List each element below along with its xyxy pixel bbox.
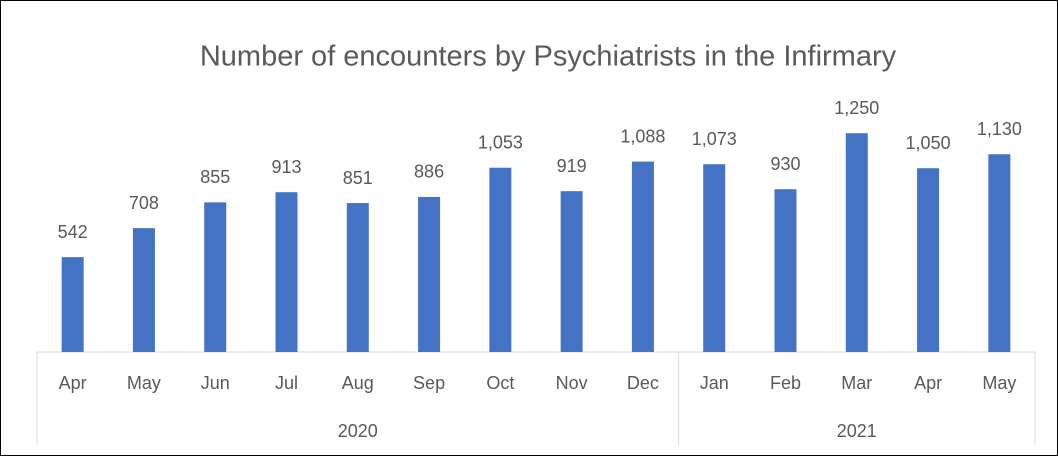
- x-tick-label: May: [127, 373, 161, 393]
- x-tick-label: Jan: [700, 373, 729, 393]
- chart-title: Number of encounters by Psychiatrists in…: [200, 41, 897, 73]
- x-tick-label: Apr: [59, 373, 87, 393]
- data-label: 1,130: [977, 119, 1022, 139]
- bar: [346, 203, 369, 352]
- data-label: 855: [200, 167, 230, 187]
- x-tick-label: Apr: [914, 373, 942, 393]
- bar: [61, 257, 84, 352]
- data-label: 919: [557, 156, 587, 176]
- data-label: 1,073: [692, 129, 737, 149]
- data-label: 1,250: [834, 98, 879, 118]
- x-tick-label: Oct: [486, 373, 514, 393]
- bar: [631, 161, 654, 352]
- data-label: 886: [414, 162, 444, 182]
- bar: [703, 164, 726, 352]
- group-label: 2020: [338, 421, 378, 441]
- data-label: 1,053: [478, 132, 523, 152]
- group-label: 2021: [837, 421, 877, 441]
- data-label: 1,088: [620, 126, 665, 146]
- x-tick-label: Feb: [770, 373, 801, 393]
- bar: [489, 167, 512, 352]
- bar: [560, 191, 583, 352]
- bar: [774, 189, 797, 352]
- bar: [988, 154, 1011, 352]
- x-tick-label: Sep: [413, 373, 445, 393]
- bar: [917, 168, 940, 352]
- data-label: 913: [271, 157, 301, 177]
- data-label: 930: [770, 154, 800, 174]
- data-label: 542: [58, 222, 88, 242]
- data-label: 708: [129, 193, 159, 213]
- x-tick-label: Nov: [556, 373, 588, 393]
- bar: [418, 196, 441, 352]
- x-tick-label: May: [982, 373, 1016, 393]
- data-label: 1,050: [906, 133, 951, 153]
- data-label: 851: [343, 168, 373, 188]
- bar: [275, 192, 298, 352]
- bar: [204, 202, 227, 352]
- x-tick-label: Jun: [201, 373, 230, 393]
- x-tick-label: Dec: [627, 373, 659, 393]
- x-tick-label: Mar: [841, 373, 872, 393]
- x-tick-label: Aug: [342, 373, 374, 393]
- x-tick-label: Jul: [275, 373, 298, 393]
- bar: [132, 228, 155, 352]
- bar: [845, 133, 868, 352]
